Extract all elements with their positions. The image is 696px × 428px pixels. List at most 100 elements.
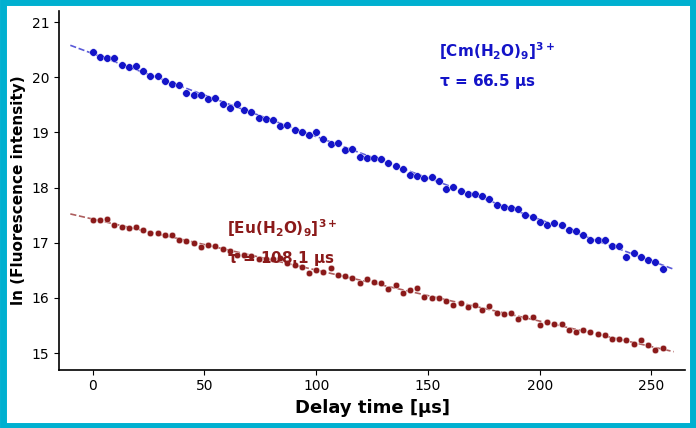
Point <box>585 236 596 243</box>
Point <box>354 154 365 160</box>
Point <box>520 314 531 321</box>
Point <box>448 301 459 308</box>
Point <box>441 185 452 192</box>
Point <box>484 303 495 309</box>
Point <box>614 242 625 249</box>
Point <box>318 268 329 275</box>
Point <box>340 273 351 279</box>
Point <box>642 257 654 264</box>
Point <box>462 303 473 310</box>
Point <box>498 310 509 317</box>
Point <box>434 294 445 301</box>
Point <box>376 280 387 287</box>
Point <box>599 237 610 244</box>
Point <box>376 156 387 163</box>
Point <box>188 92 199 98</box>
Point <box>231 101 242 107</box>
Point <box>123 64 134 71</box>
Point <box>491 202 503 209</box>
Point <box>246 253 257 259</box>
Point <box>628 249 639 256</box>
Point <box>130 63 141 70</box>
Point <box>628 341 639 348</box>
Point <box>657 266 668 273</box>
Point <box>520 212 531 219</box>
Point <box>174 82 185 89</box>
Point <box>578 327 589 333</box>
Point <box>368 154 379 161</box>
Point <box>650 347 661 354</box>
Point <box>419 294 430 300</box>
Point <box>109 222 120 229</box>
Point <box>505 309 516 316</box>
Point <box>469 302 480 309</box>
Point <box>469 191 480 198</box>
Point <box>239 107 250 114</box>
Point <box>383 285 394 292</box>
Point <box>217 245 228 252</box>
Point <box>434 178 445 185</box>
Point <box>224 104 235 111</box>
Point <box>535 219 546 226</box>
X-axis label: Delay time [μs]: Delay time [μs] <box>294 399 450 417</box>
Point <box>419 174 430 181</box>
Point <box>333 272 344 279</box>
Point <box>548 321 560 327</box>
Point <box>426 294 437 301</box>
Point <box>361 276 372 282</box>
Point <box>289 261 300 268</box>
Point <box>116 224 127 231</box>
Point <box>181 238 192 244</box>
Point <box>253 255 264 262</box>
Point <box>267 256 278 263</box>
Text: $\mathbf{[Eu(H_2O)_9]^{3+}}$: $\mathbf{[Eu(H_2O)_9]^{3+}}$ <box>227 217 337 239</box>
Point <box>548 220 560 226</box>
Point <box>145 230 156 237</box>
Point <box>159 78 171 85</box>
Point <box>650 259 661 266</box>
Point <box>310 129 322 136</box>
Point <box>296 264 308 270</box>
Point <box>209 95 221 102</box>
Point <box>606 243 617 250</box>
Point <box>239 251 250 258</box>
Point <box>614 335 625 342</box>
Point <box>181 89 192 96</box>
Point <box>571 329 582 336</box>
Point <box>361 155 372 162</box>
Point <box>325 141 336 148</box>
Point <box>196 92 207 98</box>
Point <box>513 206 524 213</box>
Point <box>563 327 574 334</box>
Point <box>556 221 567 228</box>
Point <box>535 321 546 328</box>
Point <box>116 61 127 68</box>
Point <box>253 115 264 122</box>
Point <box>166 80 177 87</box>
Point <box>621 254 632 261</box>
Point <box>188 240 199 247</box>
Point <box>296 128 308 135</box>
Point <box>102 216 113 223</box>
Point <box>246 109 257 116</box>
Point <box>455 300 466 306</box>
Point <box>260 256 271 262</box>
Point <box>383 160 394 166</box>
Point <box>541 319 553 326</box>
Point <box>657 344 668 351</box>
Point <box>397 289 409 296</box>
Point <box>152 73 163 80</box>
Point <box>231 252 242 259</box>
Point <box>325 265 336 271</box>
Point <box>412 285 423 292</box>
Point <box>635 253 647 260</box>
Point <box>203 241 214 248</box>
Point <box>138 226 149 233</box>
Point <box>130 223 141 230</box>
Point <box>347 146 358 153</box>
Point <box>441 297 452 304</box>
Point <box>397 166 409 173</box>
Point <box>123 225 134 232</box>
Point <box>578 232 589 238</box>
Point <box>390 163 401 169</box>
